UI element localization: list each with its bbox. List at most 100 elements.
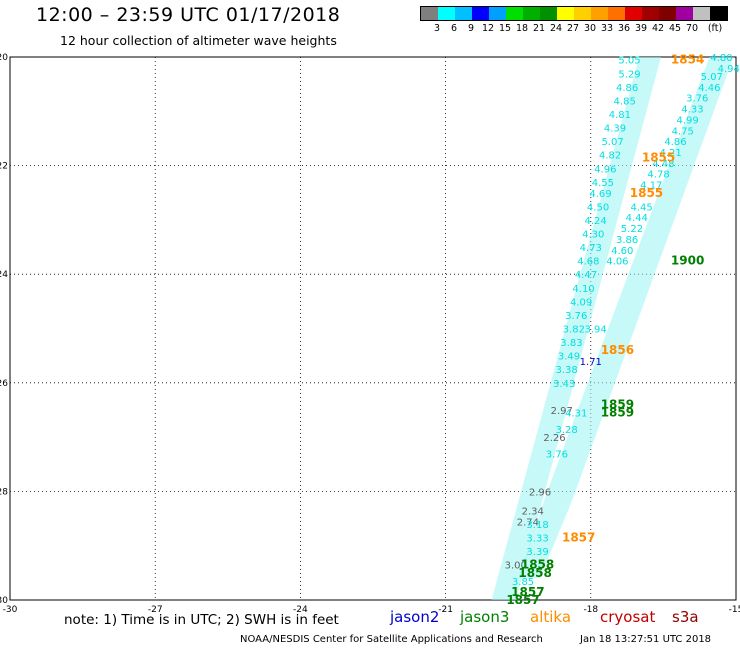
swh-label: 4.21 (660, 148, 682, 159)
legend-swatch (438, 7, 455, 20)
swh-label: 3.82 (563, 325, 585, 336)
sat-jason3: jason3 (460, 608, 510, 626)
footer-note: note: 1) Time is in UTC; 2) SWH is in fe… (64, 612, 339, 628)
swh-label: 3.49 (558, 352, 580, 363)
track-swath-b (518, 57, 734, 579)
swh-label: 2.26 (543, 433, 565, 444)
swh-label: 4.86 (664, 137, 686, 148)
legend-label: 30 (583, 23, 597, 34)
legend-label: 3 (433, 23, 441, 34)
swh-label: 3.76 (546, 449, 568, 460)
lat-tick-label: -24 (0, 270, 8, 280)
sat-s3a: s3a (672, 608, 699, 626)
swh-label: 4.09 (570, 297, 592, 308)
legend-label: 42 (651, 23, 665, 34)
legend-label: 9 (467, 23, 475, 34)
swh-label: 3.83 (560, 338, 582, 349)
legend-swatch (625, 7, 642, 20)
legend-swatch (693, 7, 710, 20)
legend-labels: 3 6 9 12 15 18 21 24 27 30 33 36 39 42 45 70 (ft) (420, 21, 730, 35)
legend-swatch (506, 7, 523, 20)
swh-label: 3.39 (526, 547, 548, 558)
legend-label: 27 (566, 23, 580, 34)
swh-label: 4.82 (599, 151, 621, 162)
swh-label: 4.06 (606, 257, 628, 268)
swh-label: 3.43 (553, 379, 575, 390)
swh-label: 4.73 (580, 243, 602, 254)
legend-swatch (540, 7, 557, 20)
time-label: 1859 (601, 406, 634, 420)
time-label: 1859 (601, 398, 634, 412)
sat-jason2: jason2 (390, 608, 440, 626)
swh-label: 5.07 (701, 72, 723, 83)
swh-label: 4.10 (572, 284, 594, 295)
time-label: 1900 (671, 254, 704, 268)
sat-cryosat: cryosat (600, 608, 656, 626)
time-label: 1856 (601, 343, 634, 357)
legend-swatch (591, 7, 608, 20)
lon-tick-label: -18 (583, 605, 598, 615)
swh-label: 3.00 (505, 561, 527, 572)
legend-swatch (557, 7, 574, 20)
time-label: 1858 (518, 566, 551, 580)
swh-label: 2.97 (551, 406, 573, 417)
swh-label: 4.33 (681, 105, 703, 116)
swh-label: 3.94 (585, 325, 607, 336)
lon-tick-label: -24 (293, 605, 308, 615)
swh-label: 5.07 (601, 137, 623, 148)
swh-label: 4.60 (611, 246, 633, 257)
swh-label: 3.18 (526, 520, 548, 531)
swh-label: 5.05 (618, 56, 640, 67)
swh-label: 4.48 (652, 159, 674, 170)
lon-tick-label: -15 (729, 605, 740, 615)
swh-label: 4.99 (676, 115, 698, 126)
time-label: 1857 (506, 593, 539, 607)
legend-label: 21 (532, 23, 546, 34)
legend-swatch (455, 7, 472, 20)
swh-label: 4.81 (609, 110, 631, 121)
lon-tick-label: -30 (3, 605, 18, 615)
legend-label: 18 (515, 23, 529, 34)
map-subtitle: 12 hour collection of altimeter wave hei… (60, 33, 337, 48)
time-label: 1855 (642, 150, 675, 164)
swh-label: 4.30 (582, 229, 604, 240)
color-legend: 3 6 9 12 15 18 21 24 27 30 33 36 39 42 45 70 (ft) (420, 6, 730, 35)
legend-label: (ft) (707, 23, 723, 34)
swh-label: 4.94 (718, 64, 740, 75)
swh-label: 3.76 (686, 94, 708, 105)
swh-label: 3.33 (526, 534, 548, 545)
legend-label: 15 (498, 23, 512, 34)
sat-altika: altika (530, 608, 572, 626)
swh-label: 4.24 (585, 216, 607, 227)
swh-label: 2.74 (517, 517, 539, 528)
time-label: 1857 (511, 585, 544, 599)
swh-label: 4.46 (698, 83, 720, 94)
time-label: 1855 (630, 186, 663, 200)
legend-label: 33 (600, 23, 614, 34)
swh-label: 4.85 (614, 96, 636, 107)
legend-label: 45 (668, 23, 682, 34)
legend-label: 39 (634, 23, 648, 34)
legend-swatch (489, 7, 506, 20)
time-label: 1858 (521, 558, 554, 572)
lat-tick-label: -22 (0, 162, 8, 172)
legend-swatch (472, 7, 489, 20)
legend-swatch (659, 7, 676, 20)
swh-label: 4.17 (640, 181, 662, 192)
legend-swatch (421, 7, 438, 20)
swh-label: 3.76 (565, 311, 587, 322)
swh-label: 5.22 (621, 224, 643, 235)
swh-label: 3.85 (512, 577, 534, 588)
map-title: 12:00 – 23:59 UTC 01/17/2018 (36, 4, 341, 26)
legend-label: 6 (450, 23, 458, 34)
swh-label: 4.78 (647, 170, 669, 181)
legend-label: 36 (617, 23, 631, 34)
lat-tick-label: -28 (0, 487, 8, 497)
lon-tick-label: -27 (148, 605, 163, 615)
swh-label: 4.96 (594, 164, 616, 175)
lat-tick-label: -30 (0, 596, 8, 606)
time-label: 1857 (562, 531, 595, 545)
swh-label: 4.69 (589, 189, 611, 200)
legend-swatch (642, 7, 659, 20)
